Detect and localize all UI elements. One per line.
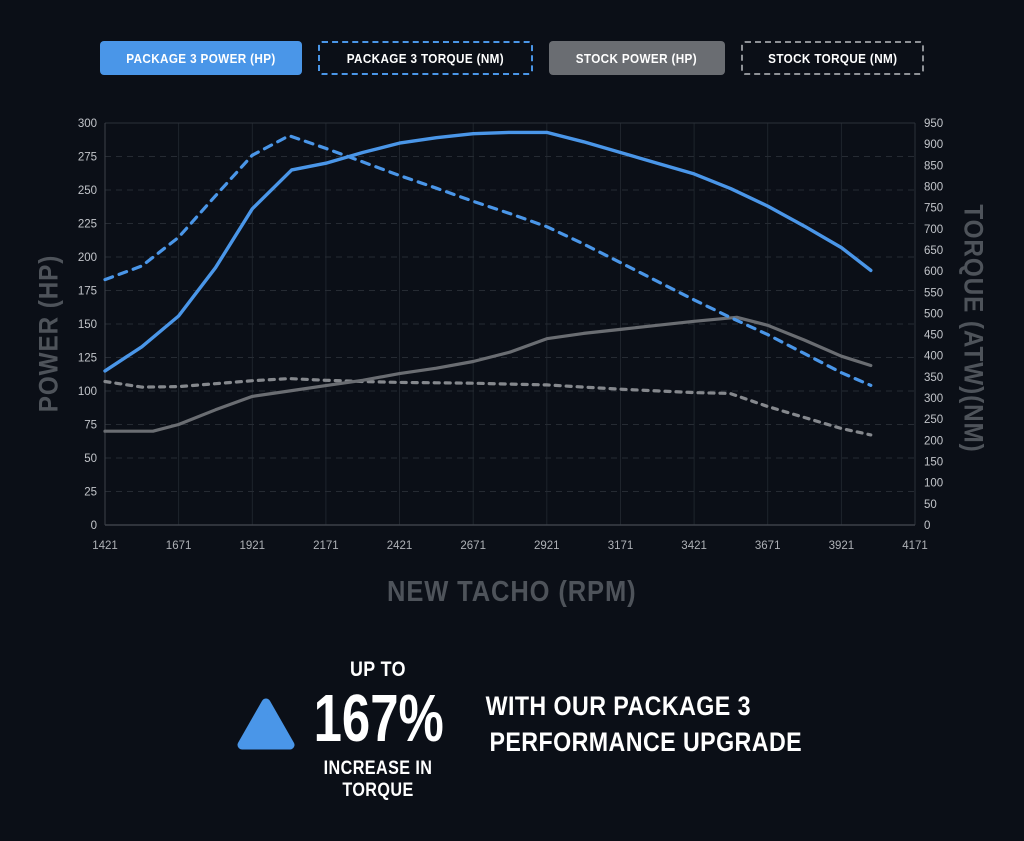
x-tick-label: 2421 (387, 540, 413, 552)
x-tick-label: 3671 (755, 540, 781, 552)
y-right-tick-label: 600 (924, 266, 943, 278)
x-tick-label: 3171 (608, 540, 634, 552)
stat-suffix-text: INCREASE IN TORQUE (323, 757, 433, 801)
headline-line1: WITH OUR PACKAGE 3 (485, 691, 751, 721)
x-tick-label: 4171 (902, 540, 928, 552)
stat-prefix: UP TO (293, 658, 463, 682)
y-right-tick-label: 800 (924, 182, 943, 194)
legend-package3-power-label: PACKAGE 3 POWER (HP) (126, 50, 276, 66)
series-package-3-torque-nm- (103, 134, 873, 387)
y-right-tick-label: 400 (924, 351, 943, 363)
y-left-tick-label: 0 (91, 520, 97, 532)
legend-package3-torque-label: PACKAGE 3 TORQUE (NM) (346, 50, 504, 66)
x-tick-label: 1671 (166, 540, 192, 552)
y-left-tick-label: 150 (78, 319, 97, 331)
y-right-tick-label: 100 (924, 478, 943, 490)
legend-package3-power-button[interactable]: PACKAGE 3 POWER (HP) (99, 41, 302, 75)
x-tick-label: 3921 (829, 540, 855, 552)
y-right-tick-label: 650 (924, 245, 943, 257)
y-right-tick-label: 150 (924, 457, 943, 469)
dyno-chart: 0 25 50 75 100 125 150 175 200 225 250 275 300 0 50 100… (78, 118, 943, 552)
series-stock-power-hp- (103, 315, 873, 433)
y-right-tick-label: 350 (924, 372, 943, 384)
x-axis-title: NEW TACHO (RPM) (0, 576, 1024, 609)
y-left-tick-label: 300 (78, 118, 97, 130)
y-left-tick-label: 175 (78, 286, 97, 298)
triangle-up-shape (237, 698, 295, 750)
y-right-tick-label: 850 (924, 160, 943, 172)
y-right-tick-label: 500 (924, 308, 943, 320)
y-axis-left-title: POWER (HP) (33, 254, 64, 413)
y-left-tick-label: 225 (78, 219, 97, 231)
x-tick-label: 3421 (681, 540, 707, 552)
y-right-tick-label: 0 (924, 520, 930, 532)
y-left-tick-label: 75 (84, 420, 97, 432)
headline-line2: PERFORMANCE UPGRADE (489, 727, 803, 757)
y-right-tick-label: 900 (924, 139, 943, 151)
triangle-up-icon (237, 697, 295, 751)
stat-suffix: INCREASE IN TORQUE (293, 758, 463, 802)
y-right-tick-label: 700 (924, 224, 943, 236)
y-right-tick-label: 300 (924, 393, 943, 405)
y-right-tick-label: 250 (924, 414, 943, 426)
y-right-tick-label: 50 (924, 499, 937, 511)
y-left-tick-label: 200 (78, 252, 97, 264)
y-left-tick-label: 250 (78, 185, 97, 197)
legend-stock-power-button[interactable]: STOCK POWER (HP) (548, 41, 725, 75)
stat-column: UP TO 167% INCREASE IN TORQUE (293, 658, 463, 802)
stat-value-text: 167% (313, 681, 444, 756)
series-package-3-power-hp- (103, 130, 873, 373)
stat-prefix-text: UP TO (349, 658, 407, 681)
legend-stock-torque-button[interactable]: STOCK TORQUE (NM) (740, 41, 925, 75)
y-right-tick-label: 450 (924, 330, 943, 342)
y-right-tick-label: 750 (924, 203, 943, 215)
legend-stock-power-label: STOCK POWER (HP) (575, 50, 698, 66)
y-right-tick-label: 550 (924, 287, 943, 299)
legend-package3-torque-button[interactable]: PACKAGE 3 TORQUE (NM) (317, 41, 533, 75)
y-left-tick-label: 275 (78, 152, 97, 164)
y-right-tick-label: 200 (924, 435, 943, 447)
series-stock-torque-nm- (103, 377, 873, 437)
legend-stock-torque-label: STOCK TORQUE (NM) (767, 50, 897, 66)
x-tick-label: 1921 (240, 540, 266, 552)
y-axis-right-title: TORQUE (ATW)(NM) (958, 204, 989, 453)
x-tick-label: 2921 (534, 540, 560, 552)
y-left-tick-label: 100 (78, 386, 97, 398)
stat-value: 167% (293, 684, 463, 754)
x-tick-label: 2671 (460, 540, 486, 552)
x-tick-label: 2171 (313, 540, 339, 552)
headline: WITH OUR PACKAGE 3 PERFORMANCE UPGRADE (464, 688, 802, 760)
chart-legend: PACKAGE 3 POWER (HP) PACKAGE 3 TORQUE (N… (0, 41, 1024, 75)
y-left-tick-label: 125 (78, 353, 97, 365)
y-right-tick-label: 950 (924, 118, 943, 130)
y-left-tick-label: 25 (84, 487, 97, 499)
x-axis-title-text: NEW TACHO (RPM) (387, 576, 637, 608)
x-tick-label: 1421 (92, 540, 118, 552)
y-left-tick-label: 50 (84, 453, 97, 465)
